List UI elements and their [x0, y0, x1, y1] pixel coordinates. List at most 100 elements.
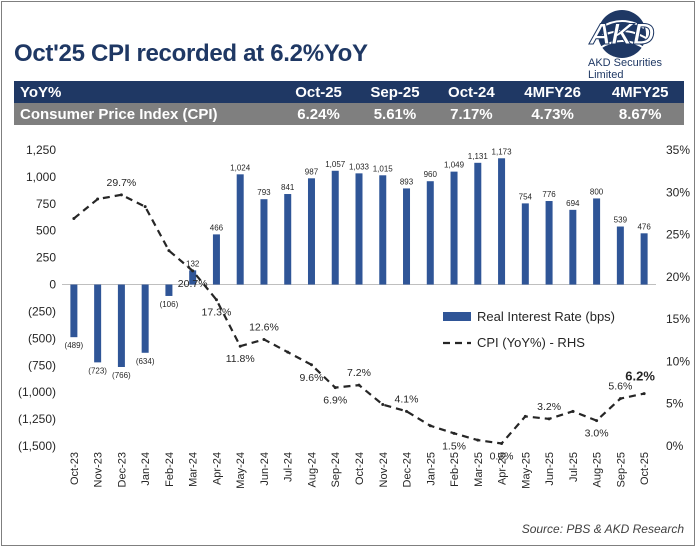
table-header-cell: YoY%: [14, 81, 282, 103]
x-tick-label: Oct-25: [639, 452, 651, 485]
cpi-point: [167, 249, 171, 253]
y-right-tick-label: 15%: [666, 312, 690, 326]
bar-data-label: 1,057: [325, 160, 346, 169]
cpi-point: [618, 397, 622, 401]
cpi-point: [72, 217, 76, 221]
bar-real-interest-rate: [640, 233, 648, 285]
bar-real-interest-rate: [616, 226, 624, 285]
x-tick-label: Jan-24: [140, 452, 152, 486]
bar-real-interest-rate: [593, 198, 601, 285]
x-tick-label: Sep-25: [615, 452, 627, 487]
logo-glyph: AKD: [589, 18, 655, 51]
bar-data-label: (489): [65, 341, 84, 350]
bar-real-interest-rate: [355, 173, 363, 285]
bar-data-label: (106): [160, 300, 179, 309]
bar-data-label: (766): [112, 371, 131, 380]
table-cell: 4.73%: [508, 103, 597, 125]
x-tick-label: Nov-24: [378, 452, 390, 487]
y-right-tick-label: 35%: [666, 143, 690, 157]
x-tick-label: Jul-24: [283, 452, 295, 482]
bar-data-label: 960: [424, 170, 438, 179]
bar-real-interest-rate: [450, 171, 458, 285]
brand-name: AKD Securities Limited: [588, 57, 662, 81]
x-tick-label: Apr-24: [211, 452, 223, 485]
cpi-point: [286, 350, 290, 354]
cpi-data-label: 3.0%: [585, 428, 609, 440]
table-header-cell: Sep-25: [355, 81, 434, 103]
y-right-tick-label: 10%: [666, 354, 690, 368]
x-tick-label: Jun-25: [544, 452, 556, 486]
bar-data-label: 793: [257, 188, 271, 197]
globe-icon: [597, 10, 647, 58]
source-note: Source: PBS & AKD Research: [521, 522, 684, 536]
y-right-tick-label: 30%: [666, 185, 690, 199]
cpi-point: [642, 392, 646, 396]
bar-data-label: 1,015: [373, 164, 394, 173]
cpi-point: [452, 431, 456, 435]
cpi-data-label: 17.3%: [202, 307, 232, 319]
table-header-cell: Oct-25: [281, 81, 356, 103]
x-tick-label: Sep-24: [330, 452, 342, 487]
bar-real-interest-rate: [569, 209, 577, 285]
cpi-data-label: 4.1%: [395, 393, 419, 405]
bar-real-interest-rate: [212, 234, 220, 285]
bar-real-interest-rate: [331, 170, 339, 285]
cpi-point: [238, 344, 242, 348]
page-title: Oct'25 CPI recorded at 6.2%YoY: [14, 40, 368, 67]
cpi-point: [191, 269, 195, 273]
x-tick-label: Mar-25: [473, 452, 485, 487]
y-left-tick-label: (750): [28, 358, 56, 372]
y-right-tick-label: 5%: [666, 397, 684, 411]
cpi-data-label: 3.2%: [537, 401, 561, 413]
y-left-tick-label: (1,500): [18, 439, 56, 453]
cpi-data-label: 20.7%: [178, 278, 208, 290]
x-tick-label: Oct-23: [69, 452, 81, 485]
table-cell: 6.24%: [281, 103, 356, 125]
bar-data-label: 1,024: [230, 163, 251, 172]
bar-real-interest-rate: [545, 201, 553, 285]
table-header-row: YoY% Oct-25 Sep-25 Oct-24 4MFY26 4MFY25: [14, 81, 684, 103]
bar-data-label: 841: [281, 183, 295, 192]
table-row: Consumer Price Index (CPI) 6.24% 5.61% 7…: [14, 103, 684, 125]
bar-data-label: 776: [542, 190, 556, 199]
cpi-data-label: 11.8%: [226, 353, 255, 365]
y-left-tick-label: (1,000): [18, 385, 56, 399]
x-tick-label: Dec-23: [116, 452, 128, 487]
bar-real-interest-rate: [521, 203, 529, 285]
cpi-point: [262, 337, 266, 341]
x-tick-label: Oct-24: [354, 452, 366, 485]
bar-data-label: 754: [519, 192, 533, 201]
bar-real-interest-rate: [403, 188, 411, 285]
cpi-point: [119, 193, 123, 197]
cpi-point: [96, 197, 100, 201]
y-left-tick-label: 250: [36, 251, 56, 265]
cpi-point: [428, 424, 432, 428]
y-left-tick-label: 0: [49, 278, 56, 292]
x-tick-label: Mar-24: [188, 452, 200, 487]
cpi-point: [476, 438, 480, 442]
bar-data-label: (634): [136, 357, 155, 366]
bar-data-label: 987: [305, 167, 319, 176]
cpi-point: [523, 414, 527, 418]
y-left-tick-label: (250): [28, 304, 56, 318]
cpi-data-label: 7.2%: [347, 367, 371, 379]
x-tick-label: Aug-25: [592, 452, 604, 487]
bar-real-interest-rate: [426, 181, 434, 285]
table-cell: 7.17%: [433, 103, 509, 125]
y-left-tick-label: 500: [36, 224, 56, 238]
y-right-tick-label: 0%: [666, 439, 684, 453]
cpi-point: [547, 417, 551, 421]
cpi-data-label: 29.7%: [107, 177, 137, 189]
table-header-cell: 4MFY26: [508, 81, 597, 103]
cpi-point: [571, 409, 575, 413]
x-tick-label: Nov-23: [93, 452, 105, 487]
cpi-summary-table: YoY% Oct-25 Sep-25 Oct-24 4MFY26 4MFY25 …: [14, 81, 684, 125]
table-cell: 5.61%: [355, 103, 434, 125]
y-left-tick-label: 1,250: [26, 143, 56, 157]
x-tick-label: Jan-25: [425, 452, 437, 486]
cpi-point: [500, 441, 504, 445]
legend-line-label: CPI (YoY%) - RHS: [477, 335, 585, 350]
bar-real-interest-rate: [117, 284, 125, 367]
bar-real-interest-rate: [284, 194, 292, 285]
